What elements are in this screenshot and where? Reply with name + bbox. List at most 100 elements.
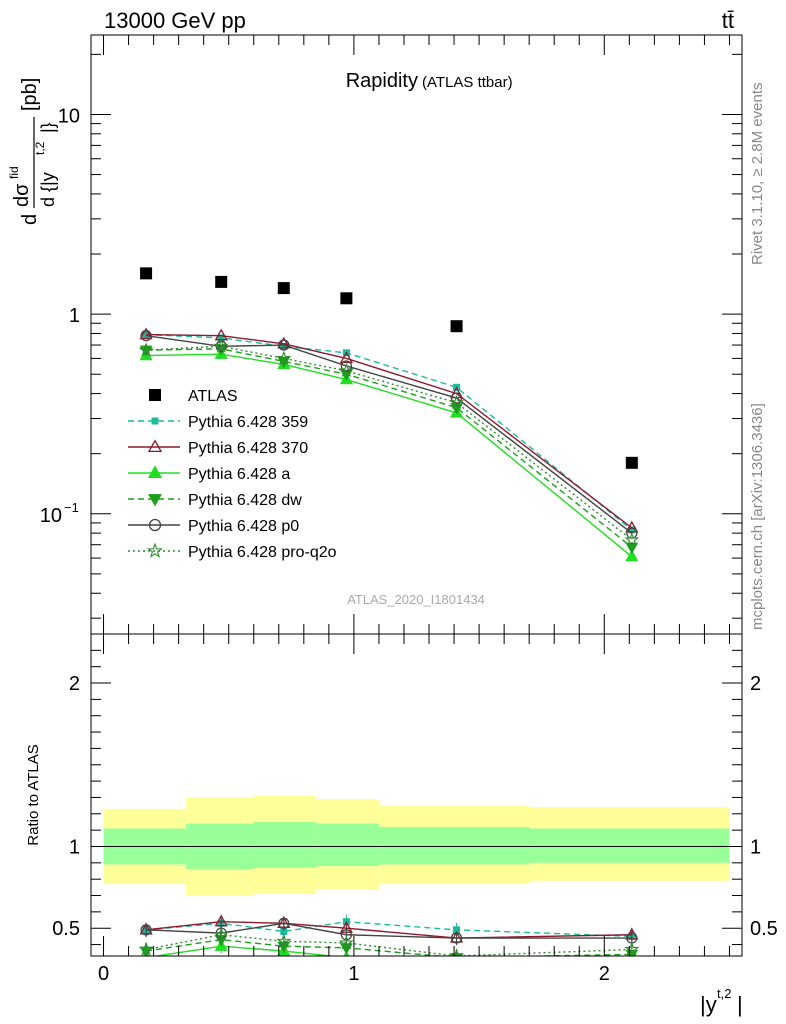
y-label-d: d <box>19 214 41 225</box>
plot-subtitle: (ATLAS ttbar) <box>422 74 513 91</box>
main-axis-ticks <box>91 35 742 634</box>
main-series-marker <box>276 350 292 365</box>
legend-marker <box>148 518 162 532</box>
atlas-data-point <box>215 275 228 288</box>
ratio-series-marker <box>214 914 228 927</box>
legend-label: Pythia 6.428 370 <box>188 440 308 457</box>
main-series-marker <box>339 351 354 364</box>
mcplots-text: mcplots.cern.ch [arXiv:1306.3436] <box>749 403 766 630</box>
atlas-data-point <box>277 282 290 295</box>
main-series-marker <box>625 549 639 562</box>
atlas-data-point <box>140 267 153 280</box>
analysis-watermark: ATLAS_2020_I1801434 <box>347 592 485 607</box>
x-label-base: |y <box>700 992 717 1017</box>
plot-title: Rapidity <box>346 70 418 92</box>
legend-marker <box>151 417 159 425</box>
ratio-x-tick-label: 0 <box>98 963 109 985</box>
main-series-line <box>146 353 633 558</box>
legend-label: Pythia 6.428 pro-q2o <box>188 544 337 561</box>
main-series-marker <box>277 336 291 349</box>
main-series-marker <box>140 330 152 342</box>
main-panel: 10 −1 1 10 Rapidity (ATLAS ttbar) ATLAS_202… <box>7 34 743 635</box>
ratio-series-marker <box>455 953 458 956</box>
legend-marker <box>147 465 163 479</box>
ratio-series-marker <box>140 924 152 936</box>
main-y-tick-label-base: 10 <box>58 105 80 127</box>
ratio-y-tick-label: 1 <box>69 836 80 858</box>
main-y-label: d dσ fid d {|y t,2 |} [pb] <box>7 78 58 225</box>
ratio-y-tick-label: 2 <box>69 673 80 695</box>
legend-entry: Pythia 6.428 370 <box>128 439 308 457</box>
main-series-marker <box>626 527 638 539</box>
main-y-tick-labels: 10 −1 1 10 <box>40 105 80 526</box>
legend-label: Pythia 6.428 a <box>188 466 290 483</box>
legend-marker <box>147 439 163 453</box>
legend-label: Pythia 6.428 p0 <box>188 518 299 535</box>
main-series-marker <box>340 360 353 372</box>
ratio-band-green <box>316 823 379 867</box>
main-y-tick-label-base: 1 <box>69 305 80 327</box>
ratio-series-layer <box>138 914 640 956</box>
y-label-unit: [pb] <box>19 78 41 111</box>
atlas-data-point <box>340 292 353 305</box>
ratio-series-marker <box>138 941 154 956</box>
main-y-tick-label: 1 <box>69 305 80 327</box>
atlas-data-point <box>625 456 638 469</box>
legend-marker <box>146 542 164 558</box>
main-series-marker <box>138 342 154 357</box>
y-label-numerator: dσ <box>11 183 33 207</box>
legend-label: Pythia 6.428 359 <box>188 414 308 431</box>
ratio-y-label: Ratio to ATLAS <box>25 744 42 845</box>
x-label-sup: t,2 <box>717 986 731 1001</box>
ratio-series-marker <box>276 933 292 948</box>
atlas-data-point <box>450 320 463 333</box>
legend: ATLAS Pythia 6.428 359 Pythia 6.428 370 Pyt… <box>128 388 337 561</box>
energy-label: 13000 GeV pp <box>104 8 246 33</box>
ratio-series-line <box>146 920 632 938</box>
y-label-denominator: d {|y <box>38 172 58 207</box>
ratio-series-line <box>146 922 632 939</box>
y-label-denominator-sup: t,2 <box>33 141 47 155</box>
main-series-line <box>146 348 633 548</box>
ratio-axis-ticks <box>91 633 742 956</box>
ratio-x-tick-label: 2 <box>599 963 610 985</box>
main-y-tick-label: 10 −1 <box>40 500 79 527</box>
x-axis-label: |y t,2 | <box>700 986 743 1017</box>
main-series-layer <box>138 327 640 562</box>
main-series-marker <box>338 362 354 378</box>
ratio-series-marker <box>449 948 465 956</box>
main-series-marker <box>625 542 639 554</box>
main-series-line <box>145 334 633 534</box>
ratio-band-green <box>529 828 730 863</box>
legend-label: Pythia 6.428 dw <box>188 492 302 509</box>
ratio-x-tick-label: 1 <box>348 963 359 985</box>
main-series-marker <box>213 338 229 353</box>
main-series-line <box>146 345 633 541</box>
ratio-uncertainty-bands <box>91 795 742 896</box>
legend-entry-atlas: ATLAS <box>149 388 238 405</box>
ratio-series-line <box>152 945 338 956</box>
main-series-marker <box>278 339 290 351</box>
y-label-denominator-end: |} <box>38 122 58 133</box>
ratio-y-tick-label-right: 2 <box>750 673 761 695</box>
legend-entry: Pythia 6.428 a <box>128 465 290 483</box>
ratio-series-marker <box>338 934 354 950</box>
ratio-series-marker <box>624 941 640 956</box>
legend-entry: Pythia 6.428 pro-q2o <box>128 542 337 561</box>
atlas-data-layer <box>140 267 638 469</box>
ratio-series-marker <box>213 926 229 942</box>
main-series-marker <box>449 394 465 410</box>
main-series-line <box>146 333 633 531</box>
legend-atlas-marker <box>149 389 161 401</box>
ratio-series-marker <box>278 917 290 929</box>
ratio-series-line <box>145 934 632 956</box>
main-series-marker <box>139 327 153 340</box>
main-y-tick-label-exp: −1 <box>64 500 79 515</box>
legend-entry: Pythia 6.428 359 <box>128 414 308 431</box>
legend-marker <box>148 494 162 507</box>
x-label-end: | <box>737 992 743 1017</box>
ratio-band-green <box>378 826 530 865</box>
main-y-tick-label: 10 <box>58 105 80 127</box>
ratio-x-tick-labels: 0 1 2 <box>98 963 610 985</box>
